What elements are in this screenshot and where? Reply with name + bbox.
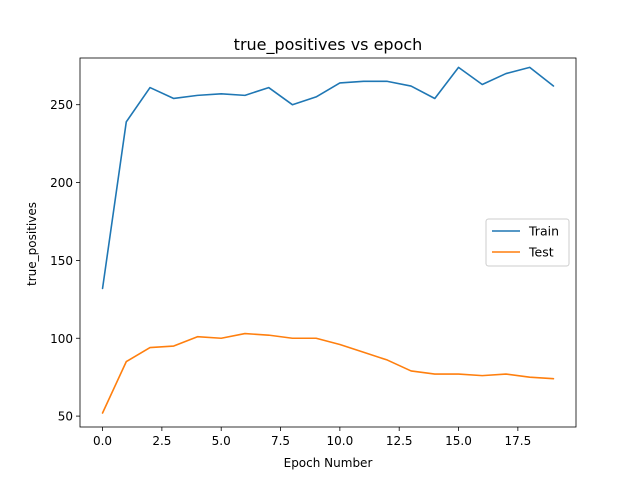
chart-title: true_positives vs epoch (234, 35, 423, 55)
y-tick-label: 100 (50, 332, 73, 346)
plot-area (79, 57, 577, 428)
y-axis: 50 100 150 200 250 (50, 98, 80, 424)
legend-label: Train (528, 224, 559, 239)
y-axis-label: true_positives (25, 202, 39, 286)
legend-item-test: Test (492, 245, 554, 260)
x-tick-label: 2.5 (152, 434, 171, 448)
x-tick-label: 5.0 (212, 434, 231, 448)
series-line-train (101, 66, 555, 290)
y-tick-label: 150 (50, 254, 73, 268)
plot-frame (79, 57, 577, 428)
series-line-test (101, 332, 555, 414)
x-axis-label: Epoch Number (284, 456, 373, 470)
y-tick-label: 50 (58, 410, 73, 424)
y-tick-label: 250 (50, 98, 73, 112)
x-tick-label: 12.5 (386, 434, 413, 448)
legend-item-train: Train (492, 224, 559, 239)
y-tick-label: 200 (50, 176, 73, 190)
series-group (101, 66, 555, 414)
x-tick-label: 17.5 (504, 434, 531, 448)
legend-label: Test (528, 245, 554, 260)
x-tick-label: 15.0 (445, 434, 472, 448)
x-axis: 0.0 2.5 5.0 7.5 10.0 12.5 15.0 17.5 (93, 427, 531, 448)
legend: Train Test (485, 218, 570, 267)
x-tick-label: 10.0 (327, 434, 354, 448)
x-tick-label: 7.5 (271, 434, 290, 448)
x-tick-label: 0.0 (93, 434, 112, 448)
